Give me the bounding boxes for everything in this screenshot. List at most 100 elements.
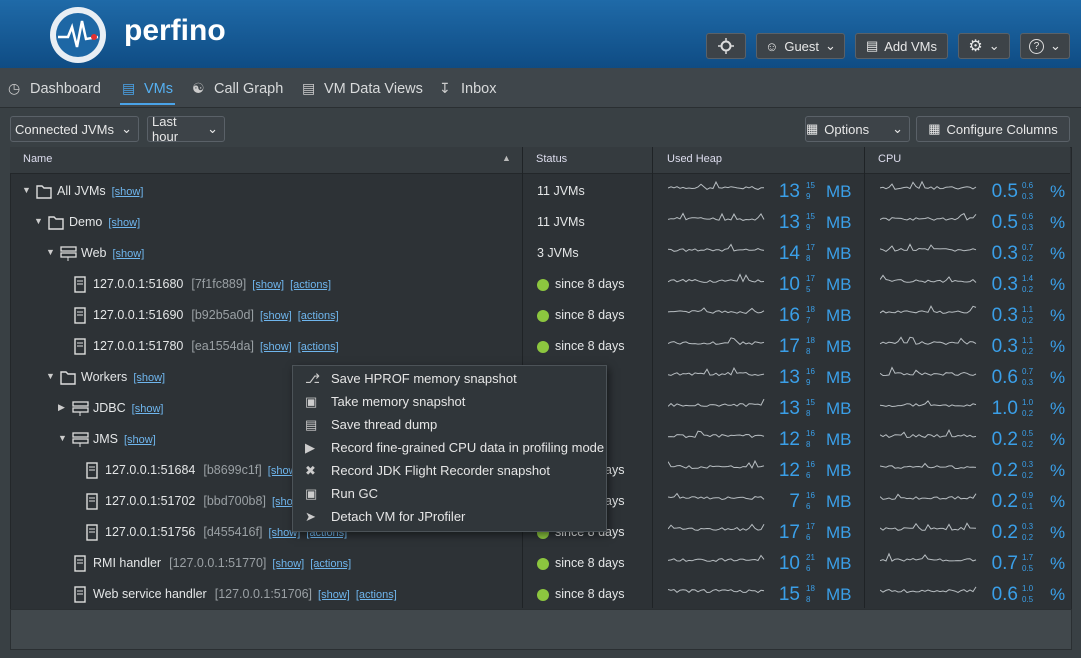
tab-icon: ◷ — [8, 80, 21, 96]
scope-control[interactable]: Connected JVMs ⌄ — [10, 116, 139, 142]
column-header[interactable]: CPU — [878, 153, 902, 165]
heap-max: 17 — [806, 243, 815, 252]
help-button[interactable]: ? ⌄ — [1020, 33, 1070, 59]
status: since 8 days — [555, 339, 625, 353]
sparkline — [667, 428, 766, 449]
node-name: 127.0.0.1:51780 — [93, 339, 184, 353]
sort-indicator: ▲ — [502, 153, 511, 163]
tab[interactable]: VM Data Views — [324, 81, 423, 97]
menu-item[interactable]: Take memory snapshot — [331, 394, 466, 409]
sparkline — [879, 304, 978, 325]
sparkline — [667, 335, 766, 356]
node-link[interactable]: [actions] — [355, 589, 397, 601]
node-link[interactable]: [actions] — [310, 558, 352, 570]
node-link[interactable]: [show] — [124, 434, 156, 446]
tab[interactable]: Inbox — [461, 81, 497, 97]
tab[interactable]: Call Graph — [214, 81, 284, 97]
node-link[interactable]: [show] — [318, 589, 350, 601]
tab[interactable]: Dashboard — [30, 81, 101, 97]
node-link[interactable]: [show] — [111, 186, 144, 198]
theme-button[interactable] — [706, 33, 746, 59]
options-control[interactable]: ▦ Options ⌄ — [805, 116, 910, 142]
sparkline — [879, 521, 978, 542]
nav-bar — [0, 68, 1081, 108]
cpu-value: 0.2 — [991, 460, 1018, 481]
node-link[interactable]: [show] — [131, 403, 164, 415]
node-icon — [60, 245, 77, 267]
node-icon — [72, 400, 89, 422]
column-header[interactable]: Status — [536, 153, 568, 165]
menu-item[interactable]: Run GC — [331, 486, 378, 501]
heap-min: 6 — [806, 564, 811, 573]
tree-toggle[interactable]: ▼ — [46, 247, 55, 257]
logo-text: perfino — [124, 14, 226, 47]
node-link[interactable]: [show] — [272, 558, 305, 570]
node-link[interactable]: [show] — [267, 465, 300, 477]
range-control[interactable]: Last hour ⌄ — [147, 114, 225, 144]
menu-icon: ✖ — [305, 463, 316, 478]
tree-toggle[interactable]: ▶ — [58, 402, 65, 412]
column-header[interactable]: Name — [23, 153, 53, 165]
heap-unit: MB — [826, 306, 852, 325]
sparkline — [667, 552, 766, 573]
heap-value: 12 — [778, 429, 800, 450]
sparkline — [879, 552, 978, 573]
node-link[interactable]: [actions] — [290, 279, 332, 291]
cpu-value: 0.3 — [991, 274, 1018, 295]
cpu-value: 0.3 — [991, 336, 1018, 357]
heap-max: 21 — [806, 553, 815, 562]
node-name: All JVMs — [57, 184, 106, 198]
heap-min: 5 — [806, 285, 811, 294]
column-header[interactable]: Used Heap — [667, 153, 723, 165]
cpu-unit: % — [1050, 399, 1066, 418]
sparkline — [879, 397, 978, 418]
node-link[interactable]: [show] — [259, 341, 292, 353]
node-link[interactable]: [show] — [108, 217, 141, 229]
node-link[interactable]: [actions] — [297, 310, 339, 322]
caret: ⌄ — [121, 121, 132, 136]
menu-item[interactable]: Save HPROF memory snapshot — [331, 371, 517, 386]
tree-toggle[interactable]: ▼ — [34, 216, 43, 226]
tree-toggle[interactable]: ▼ — [58, 433, 67, 443]
heap-unit: MB — [826, 213, 852, 232]
cpu-unit: % — [1050, 492, 1066, 511]
sparkline — [667, 521, 766, 542]
heap-value: 10 — [778, 274, 800, 295]
caret: ⌄ — [207, 121, 218, 136]
node-name: 127.0.0.1:51756 — [105, 525, 196, 539]
tree-row: All JVMs [show] — [57, 184, 143, 198]
sparkline — [667, 397, 766, 418]
user-button[interactable]: ☺ Guest ⌄ — [756, 33, 845, 59]
cpu-unit: % — [1050, 554, 1066, 573]
heap-value: 10 — [778, 553, 800, 574]
cpu-unit: % — [1050, 213, 1066, 232]
cpu-max: 0.9 — [1022, 491, 1034, 500]
heap-value: 13 — [778, 181, 800, 202]
menu-item[interactable]: Save thread dump — [331, 417, 438, 432]
node-name: 127.0.0.1:51684 — [105, 463, 196, 477]
node-link[interactable]: [show] — [112, 248, 145, 260]
node-link[interactable]: [show] — [252, 279, 285, 291]
configure-control[interactable]: ▦ Configure Columns — [916, 116, 1070, 142]
menu-item[interactable]: Detach VM for JProfiler — [331, 509, 466, 524]
node-link[interactable]: [show] — [133, 372, 166, 384]
tree-toggle[interactable]: ▼ — [46, 371, 55, 381]
menu-item[interactable]: Record fine-grained CPU data in profilin… — [331, 440, 605, 455]
add-vms-button[interactable]: ▤ Add VMs — [855, 33, 948, 59]
node-link[interactable]: [actions] — [297, 341, 339, 353]
menu-item[interactable]: Record JDK Flight Recorder snapshot — [331, 463, 550, 478]
tab[interactable]: VMs — [144, 81, 173, 97]
cpu-min: 0.3 — [1022, 223, 1034, 232]
cpu-max: 0.5 — [1022, 429, 1034, 438]
heap-min: 8 — [806, 409, 811, 418]
node-icon — [84, 462, 101, 484]
tab-icon: ▤ — [302, 80, 316, 96]
scope-label: Connected JVMs — [15, 121, 114, 137]
node-name: Web — [81, 246, 107, 260]
logo-icon — [50, 7, 106, 63]
tree-toggle[interactable]: ▼ — [22, 185, 31, 195]
heap-unit: MB — [826, 523, 852, 542]
node-link[interactable]: [show] — [259, 310, 292, 322]
heap-min: 9 — [806, 192, 811, 201]
settings-button[interactable]: ⚙ ⌄ — [958, 33, 1010, 59]
